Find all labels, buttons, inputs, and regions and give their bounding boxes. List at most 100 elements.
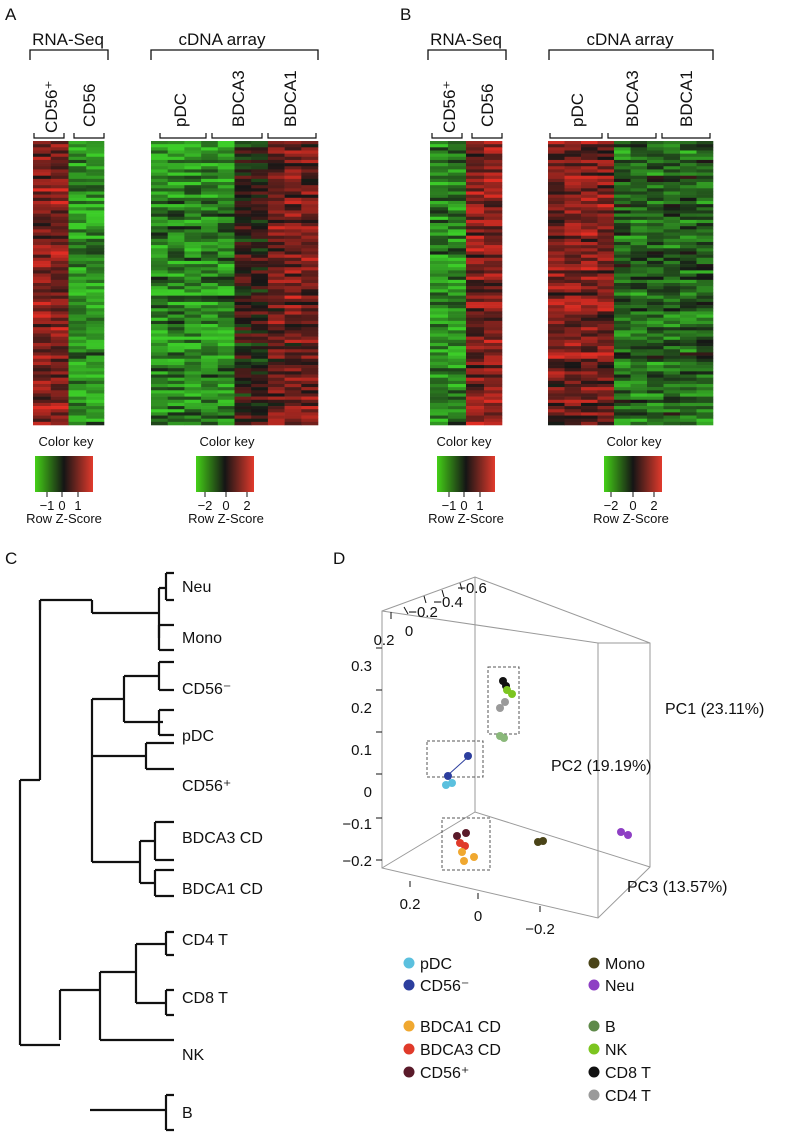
heatmap-cell [251, 276, 269, 281]
dendrogram [18, 571, 174, 1132]
heatmap-cell [696, 175, 714, 180]
heatmap-cell [251, 339, 269, 344]
heatmap-cell [234, 324, 252, 328]
heatmap-cell [466, 248, 485, 252]
heatmap-cell [630, 415, 648, 419]
heatmap-cell [217, 226, 235, 230]
heatmap-cell [564, 216, 582, 221]
heatmap-cell [50, 226, 69, 230]
heatmap-cell [647, 301, 664, 306]
heatmap-cell [614, 349, 631, 353]
heatmap-cell [68, 305, 87, 309]
heatmap-cell [301, 298, 319, 303]
heatmap-cell [448, 301, 467, 306]
heatmap-cell [86, 352, 105, 356]
heatmap-cell [284, 270, 302, 274]
heatmap-cell [614, 172, 631, 177]
heatmap-cell [301, 267, 319, 271]
heatmap-cell [680, 257, 697, 262]
heatmap-cell [68, 336, 87, 341]
heatmap-cell [50, 166, 69, 170]
heatmap-cell [466, 223, 485, 227]
heatmap-cell [448, 289, 467, 293]
heatmap-cell [564, 169, 582, 173]
heatmap-cell [301, 245, 319, 249]
heatmap-cell [466, 336, 485, 341]
heatmap-cell [217, 267, 235, 271]
heatmap-cell [548, 333, 565, 337]
heatmap-cell [484, 264, 503, 268]
heatmap-cell [151, 402, 168, 407]
heatmap-cell [647, 393, 664, 397]
heatmap-cell [484, 358, 503, 363]
heatmap-cell [184, 210, 202, 214]
heatmap-cell [484, 245, 503, 249]
heatmap-cell [151, 185, 168, 189]
heatmap-cell [484, 213, 503, 218]
heatmap-cell [680, 197, 697, 202]
heatmap-cell [448, 241, 467, 246]
heatmap-cell [234, 191, 252, 195]
heatmap-cell [614, 267, 631, 271]
heatmap-cell [68, 223, 87, 227]
heatmap-cell [597, 188, 615, 192]
heatmap-cell [201, 163, 219, 167]
heatmap-cell [680, 232, 697, 236]
heatmap-cell [251, 245, 269, 249]
heatmap-cell [680, 245, 697, 249]
legend-dot-neu [588, 979, 600, 991]
heatmap-cell [86, 330, 105, 334]
heatmap-cell [167, 156, 185, 161]
heatmap-cell [581, 156, 598, 161]
heatmap-cell [663, 333, 681, 337]
heatmap-cell [484, 406, 503, 410]
heatmap-cell [68, 380, 87, 385]
heatmap-cell [466, 402, 485, 407]
heatmap-cell [234, 311, 252, 315]
heatmap-cell [430, 254, 449, 259]
heatmap-cell [267, 197, 285, 202]
heatmap-cell [564, 311, 582, 315]
heatmap-cell [564, 412, 582, 416]
heatmap-cell [581, 270, 598, 274]
heatmap-cell [284, 264, 302, 268]
heatmap-cell [301, 380, 319, 385]
heatmap-cell [548, 169, 565, 173]
heatmap-cell [680, 390, 697, 394]
heatmap-cell [284, 200, 302, 205]
heatmap-cell [484, 409, 503, 413]
heatmap-cell [267, 216, 285, 221]
heatmap-cell [151, 342, 168, 347]
heatmap-cell [151, 355, 168, 360]
heatmap-cell [217, 216, 235, 221]
heatmap-cell [630, 245, 648, 249]
heatmap-cell [284, 232, 302, 236]
heatmap-cell [581, 339, 598, 344]
heatmap-cell [564, 156, 582, 161]
heatmap-cell [647, 185, 664, 189]
heatmap-cell [597, 276, 615, 281]
heatmap-cell [151, 301, 168, 306]
heatmap-cell [33, 380, 52, 385]
heatmap-cell [581, 260, 598, 265]
heatmap-cell [86, 409, 105, 413]
heatmap-cell [696, 273, 714, 277]
heatmap-cell [201, 213, 219, 218]
heatmap-cell [647, 141, 664, 145]
heatmap-cell [466, 371, 485, 375]
heatmap-cell [630, 421, 648, 426]
heatmap-cell [663, 292, 681, 296]
heatmap-cell [86, 204, 105, 208]
heatmap-cell [234, 200, 252, 205]
panel-a: A RNA-Seq cDNA array CD56⁺ CD56 pDC BDCA… [5, 5, 319, 526]
heatmap-cell [564, 260, 582, 265]
heatmap-cell [301, 342, 319, 347]
heatmap-cell [234, 163, 252, 167]
heatmap-cell [630, 339, 648, 344]
heatmap-cell [151, 163, 168, 167]
heatmap-cell [184, 336, 202, 341]
heatmap-cell [614, 301, 631, 306]
heatmap-cell [267, 365, 285, 369]
point-cd56neg [464, 752, 472, 760]
heatmap-cell [151, 393, 168, 397]
